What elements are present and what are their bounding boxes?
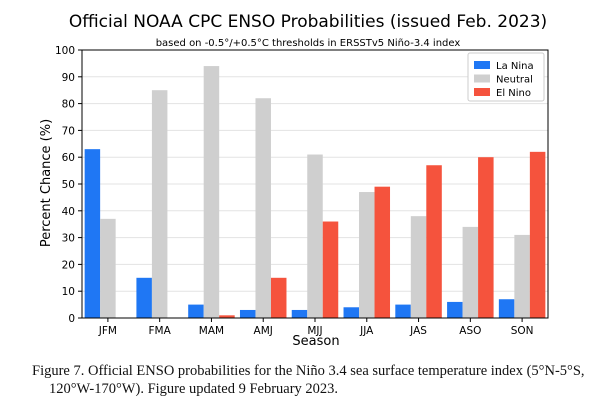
y-tick-label: 80 bbox=[62, 99, 75, 111]
bar-neutral-mjj bbox=[307, 154, 323, 318]
x-tick-label-fma: FMA bbox=[149, 325, 172, 337]
x-tick-label-son: SON bbox=[511, 325, 534, 337]
enso-probability-chart: Official NOAA CPC ENSO Probabilities (is… bbox=[39, 12, 549, 349]
x-tick-label-jas: JAS bbox=[409, 325, 427, 337]
x-tick-label-amj: AMJ bbox=[254, 325, 273, 337]
y-axis-label: Percent Chance (%) bbox=[39, 119, 54, 247]
bar-la-nina-son bbox=[498, 299, 515, 318]
y-tick-label: 70 bbox=[62, 125, 75, 137]
bar-el-nino-jas bbox=[426, 165, 442, 318]
legend-label-el-nino: El Nino bbox=[496, 88, 531, 99]
bar-el-nino-amj bbox=[270, 277, 287, 318]
bar-la-nina-jas bbox=[395, 304, 411, 318]
bar-neutral-mam bbox=[203, 66, 220, 318]
bar-la-nina-mam bbox=[188, 304, 204, 318]
figure-caption: Figure 7. Official ENSO probabilities fo… bbox=[32, 362, 592, 398]
bar-la-nina-amj bbox=[239, 309, 256, 318]
x-tick-label-jfm: JFM bbox=[98, 325, 117, 337]
legend-label-neutral: Neutral bbox=[496, 75, 533, 86]
caption-line-1: Figure 7. Official ENSO probabilities fo… bbox=[32, 363, 585, 379]
y-tick-label: 0 bbox=[68, 313, 75, 325]
bar-neutral-fma bbox=[151, 90, 168, 318]
y-tick-label: 90 bbox=[62, 72, 75, 84]
x-axis-ticks: JFM FMA MAM AMJ MJJ JJA JAS ASO SON bbox=[98, 318, 534, 337]
y-tick-label: 30 bbox=[62, 233, 75, 245]
legend-swatch-la-nina bbox=[474, 61, 490, 69]
bar-neutral-jfm bbox=[100, 218, 116, 318]
bar-la-nina-fma bbox=[136, 277, 152, 318]
x-tick-label-mam: MAM bbox=[199, 325, 224, 337]
x-tick-label-aso: ASO bbox=[459, 325, 481, 337]
bar-el-nino-mam bbox=[219, 315, 235, 318]
bar-la-nina-jfm bbox=[84, 149, 101, 318]
y-tick-label: 40 bbox=[62, 206, 75, 218]
y-tick-label: 100 bbox=[55, 45, 75, 57]
chart-title: Official NOAA CPC ENSO Probabilities (is… bbox=[69, 12, 547, 32]
bar-neutral-aso bbox=[462, 226, 479, 318]
bar-el-nino-jja bbox=[374, 186, 391, 318]
x-tick-label-jja: JJA bbox=[359, 325, 374, 337]
legend-swatch-neutral bbox=[474, 74, 490, 83]
bar-neutral-jja bbox=[359, 192, 375, 318]
bar-el-nino-mjj bbox=[322, 221, 339, 318]
bar-neutral-jas bbox=[410, 216, 427, 318]
bar-neutral-son bbox=[514, 234, 530, 318]
y-tick-label: 60 bbox=[62, 152, 75, 164]
bars bbox=[84, 66, 546, 319]
bar-el-nino-aso bbox=[478, 157, 494, 318]
caption-line-2: 120°W-170°W). Figure updated 9 February … bbox=[49, 381, 339, 397]
legend-swatch-el-nino bbox=[474, 88, 490, 96]
bar-la-nina-mjj bbox=[291, 309, 308, 318]
legend-label-la-nina: La Nina bbox=[496, 61, 534, 72]
y-tick-label: 10 bbox=[62, 286, 75, 298]
chart-subtitle: based on -0.5°/+0.5°C thresholds in ERSS… bbox=[156, 38, 461, 49]
y-tick-label: 50 bbox=[62, 179, 75, 191]
bar-neutral-amj bbox=[255, 98, 271, 319]
x-axis-label: Season bbox=[292, 334, 339, 349]
y-tick-label: 20 bbox=[62, 259, 75, 271]
legend: La Nina Neutral El Nino bbox=[467, 52, 545, 102]
bar-el-nino-son bbox=[529, 151, 546, 318]
y-axis-ticks: 0 10 20 30 40 50 60 70 80 90 100 bbox=[55, 45, 82, 325]
x-tick-label-mjj: MJJ bbox=[307, 325, 322, 337]
bar-la-nina-jja bbox=[343, 307, 360, 318]
bar-la-nina-aso bbox=[447, 301, 463, 318]
